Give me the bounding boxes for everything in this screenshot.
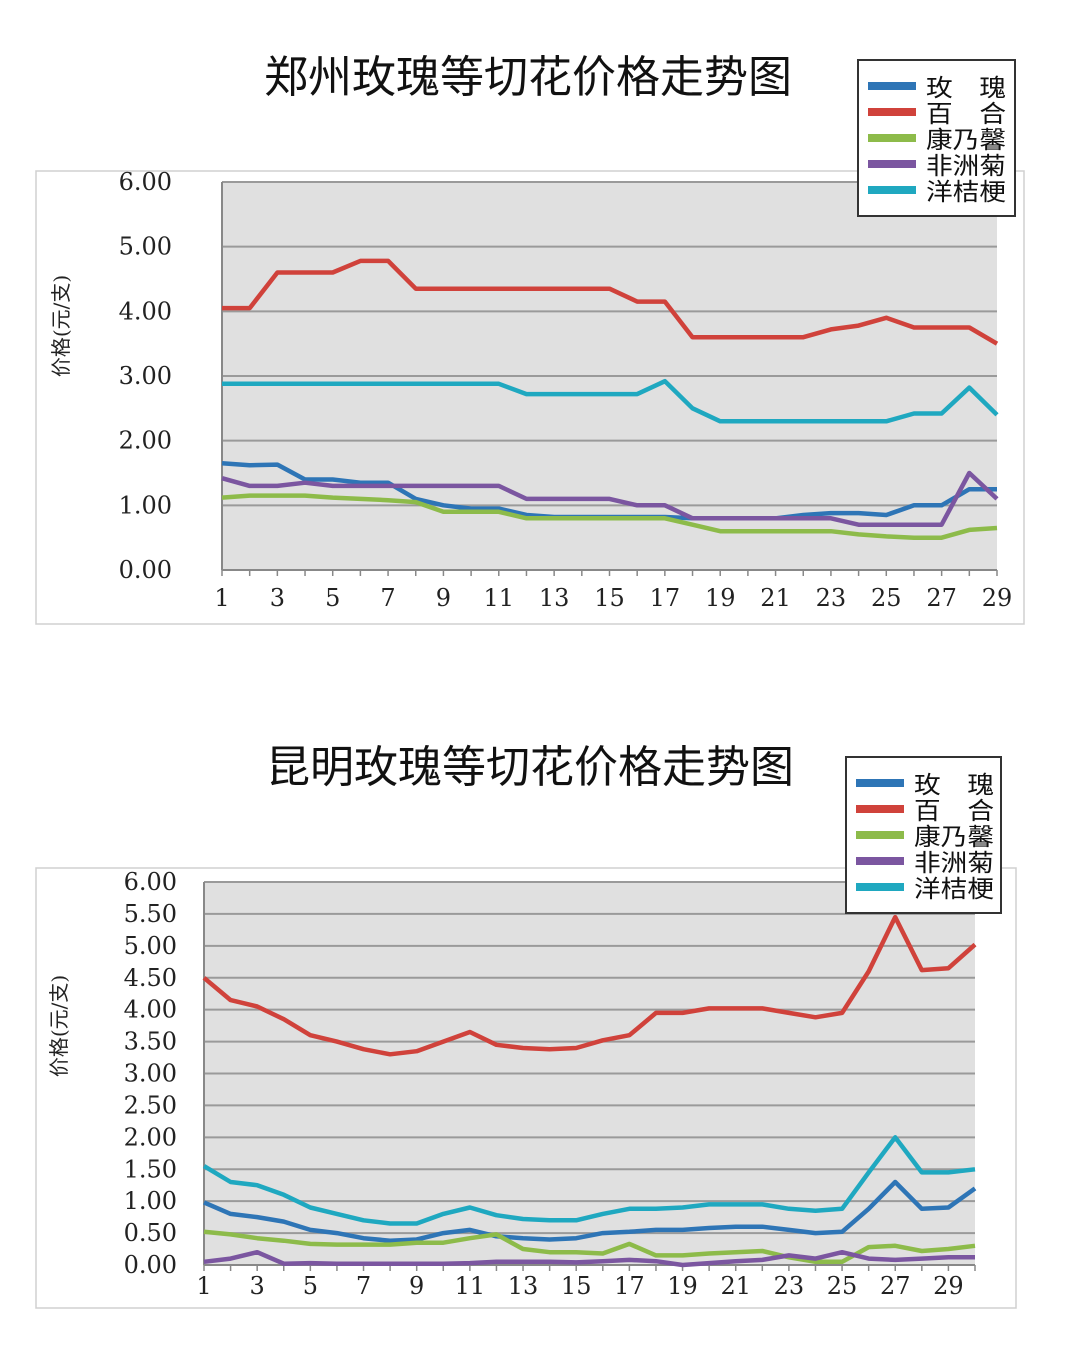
x-tick-label: 17	[614, 1272, 645, 1300]
legend-swatch	[868, 186, 916, 194]
x-tick-label: 21	[720, 1272, 751, 1300]
y-tick-label: 0.00	[124, 1251, 177, 1279]
x-tick-label: 21	[760, 584, 791, 612]
x-tick-label: 7	[356, 1272, 371, 1300]
y-tick-label: 3.00	[124, 1060, 177, 1088]
series-line-4	[221, 470, 999, 527]
series-line-2	[222, 258, 999, 346]
y-tick-label: 0.00	[119, 556, 172, 584]
y-tick-label: 6.00	[119, 168, 172, 196]
y-tick-label: 2.00	[124, 1123, 177, 1151]
legend-swatch	[856, 883, 904, 891]
x-tick-label: 15	[594, 584, 625, 612]
y-tick-label: 6.00	[124, 868, 177, 896]
x-tick-label: 13	[539, 584, 570, 612]
y-tick-label: 5.50	[124, 900, 177, 928]
x-tick-label: 1	[214, 584, 229, 612]
x-tick-label: 19	[667, 1272, 698, 1300]
x-tick-label: 9	[436, 584, 451, 612]
x-tick-label: 13	[508, 1272, 539, 1300]
y-tick-label: 0.50	[124, 1219, 177, 1247]
y-tick-label: 1.50	[124, 1155, 177, 1183]
legend-label: 百 合	[926, 100, 1006, 128]
series-line-3	[221, 493, 998, 540]
y-tick-label: 5.00	[119, 233, 172, 261]
legend-label: 洋桔梗	[914, 875, 994, 903]
legend-swatch	[856, 805, 904, 813]
series-line-4	[203, 1249, 975, 1268]
x-tick-label: 25	[871, 584, 902, 612]
x-tick-label: 29	[933, 1272, 964, 1300]
x-tick-label: 5	[325, 584, 340, 612]
y-tick-label: 4.00	[119, 297, 172, 325]
x-tick-label: 5	[303, 1272, 318, 1300]
y-axis-label: 价格(元/支)	[47, 975, 71, 1077]
x-tick-label: 29	[982, 584, 1013, 612]
legend-label: 玫 瑰	[926, 74, 1006, 102]
legend-label: 玫 瑰	[914, 771, 994, 799]
x-tick-label: 27	[880, 1272, 911, 1300]
legend-swatch	[868, 160, 916, 168]
y-tick-label: 1.00	[119, 491, 172, 519]
chart-title: 昆明玫瑰等切花价格走势图	[266, 742, 794, 793]
x-tick-label: 11	[455, 1272, 486, 1300]
y-tick-label: 2.50	[124, 1091, 177, 1119]
legend-swatch	[868, 134, 916, 142]
x-tick-label: 9	[409, 1272, 424, 1300]
chart-2: 0.00 0.50 1.00 1.50 2.00 2.50 3.00 3.50 4.00 4.50…	[35, 742, 1017, 1309]
y-tick-label: 3.50	[124, 1028, 177, 1056]
y-tick-label: 4.00	[124, 996, 177, 1024]
series-line-1	[203, 1179, 977, 1243]
series-line-5	[222, 378, 999, 424]
legend-label: 非洲菊	[926, 152, 1006, 180]
legend-label: 非洲菊	[914, 849, 994, 877]
x-tick-label: 3	[270, 584, 285, 612]
x-tick-label: 3	[250, 1272, 265, 1300]
x-tick-label: 25	[827, 1272, 858, 1300]
y-tick-label: 2.00	[119, 427, 172, 455]
y-tick-label: 3.00	[119, 362, 172, 390]
series-line-2	[202, 914, 977, 1057]
legend-swatch	[856, 857, 904, 865]
x-tick-label: 27	[926, 584, 957, 612]
chart-1: 0.001.002.003.004.005.006.001 3 5 7 9 11 13 15 1…	[35, 52, 1025, 625]
x-tick-label: 23	[774, 1272, 805, 1300]
legend-swatch	[868, 108, 916, 116]
x-tick-label: 7	[380, 584, 395, 612]
x-tick-label: 1	[196, 1272, 211, 1300]
y-tick-label: 5.00	[124, 932, 177, 960]
legend-label: 洋桔梗	[926, 178, 1006, 206]
legend-label: 百 合	[914, 797, 994, 825]
x-tick-label: 19	[705, 584, 736, 612]
legend-label: 康乃馨	[926, 126, 1006, 154]
y-tick-label: 1.00	[124, 1187, 177, 1215]
series-line-5	[202, 1135, 976, 1226]
x-tick-label: 11	[484, 584, 515, 612]
chart-title: 郑州玫瑰等切花价格走势图	[264, 52, 792, 103]
x-tick-label: 23	[816, 584, 847, 612]
x-tick-label: 15	[561, 1272, 592, 1300]
legend-swatch	[868, 82, 916, 90]
y-tick-label: 4.50	[124, 964, 177, 992]
legend-swatch	[856, 831, 904, 839]
x-tick-label: 17	[650, 584, 681, 612]
legend-label: 康乃馨	[914, 823, 994, 851]
legend-swatch	[856, 779, 904, 787]
series-line-3	[203, 1229, 976, 1265]
y-axis-label: 价格(元/支)	[49, 275, 73, 377]
